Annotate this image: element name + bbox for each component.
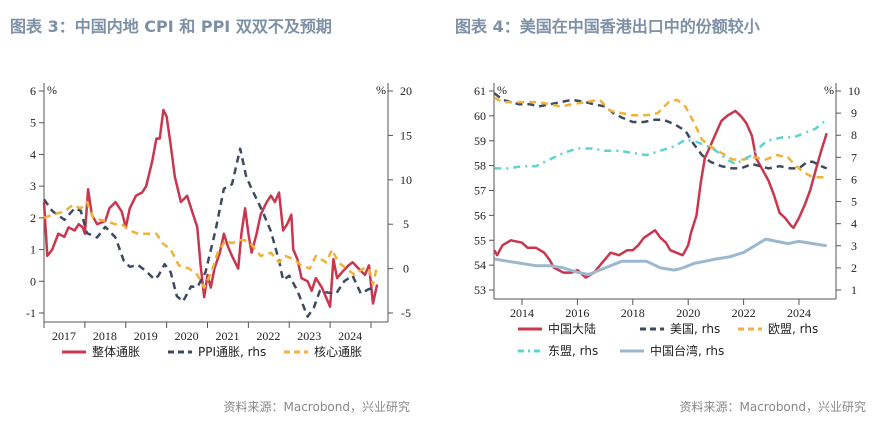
legend-label: 中国大陆 — [548, 321, 596, 336]
chart-title: 图表 4：美国在中国香港出口中的份额较小 — [455, 17, 760, 36]
y2-tick-label: 3 — [851, 239, 857, 253]
y2-tick-label: 4 — [851, 217, 857, 231]
x-tick-label: 2024 — [787, 306, 811, 320]
series-line-2 — [43, 200, 379, 289]
chart-2: 图表 4：美国在中国香港出口中的份额较小% %616059585756555453… — [455, 17, 866, 414]
x-tick-label: 2021 — [216, 329, 240, 343]
x-tick-label: 2022 — [732, 306, 756, 320]
y-tick-label: 55 — [474, 233, 486, 247]
y-tick-label: 6 — [30, 84, 36, 98]
x-tick-label: 2014 — [510, 306, 534, 320]
x-tick-label: 2023 — [297, 329, 321, 343]
chart-1: 图表 3：中国内地 CPI 和 PPI 双双不及预期% %6543210-1201… — [10, 17, 412, 414]
y2-tick-label: 8 — [851, 128, 857, 142]
y-tick-label: 54 — [474, 258, 486, 272]
source-note: 资料来源：Macrobond，兴业研究 — [680, 399, 867, 414]
x-tick-label: 2018 — [621, 306, 645, 320]
y-tick-label: 53 — [474, 283, 486, 297]
x-tick-label: 2022 — [256, 329, 280, 343]
y2-tick-label: 6 — [851, 172, 857, 186]
x-tick-label: 2017 — [52, 329, 76, 343]
y-tick-label: 56 — [474, 208, 486, 222]
y-tick-label: 57 — [474, 184, 486, 198]
x-tick-label: 2019 — [134, 329, 158, 343]
y-tick-label: 2 — [30, 211, 36, 225]
y-tick-label: 61 — [474, 84, 486, 98]
y2-tick-label: 5 — [851, 195, 857, 209]
y-tick-label: 60 — [474, 109, 486, 123]
chart-title: 图表 3：中国内地 CPI 和 PPI 双双不及预期 — [10, 17, 332, 36]
series-line-1 — [42, 147, 376, 318]
y2-tick-label: 1 — [851, 283, 857, 297]
x-tick-label: 2024 — [338, 329, 362, 343]
y2-tick-label: 0 — [403, 262, 409, 276]
legend-label: 欧盟, rhs — [768, 322, 818, 336]
series-line-1 — [493, 92, 828, 170]
y-tick-label: 3 — [30, 179, 36, 193]
y2-tick-label: 10 — [400, 173, 412, 187]
y2-tick-label: -5 — [401, 306, 411, 320]
series-line-4 — [494, 237, 827, 276]
y-tick-label: 5 — [30, 116, 36, 130]
y-tick-label: 58 — [474, 159, 486, 173]
series-line-0 — [42, 108, 379, 308]
y-tick-label: 59 — [474, 134, 486, 148]
x-tick-label: 2020 — [175, 329, 199, 343]
y2-tick-label: 7 — [851, 150, 857, 164]
legend-label: 核心通胀 — [314, 345, 362, 359]
y-tick-label: 1 — [30, 243, 36, 257]
legend-label: 整体通胀 — [92, 344, 140, 359]
right-unit: % — [376, 83, 386, 97]
legend-label: 美国, rhs — [670, 322, 720, 336]
legend-label: 东盟, rhs — [548, 344, 598, 358]
source-note: 资料来源：Macrobond，兴业研究 — [224, 399, 411, 414]
y2-tick-label: 15 — [400, 128, 412, 142]
left-unit: % — [497, 83, 507, 97]
y2-tick-label: 9 — [851, 106, 857, 120]
y2-tick-label: 5 — [403, 217, 409, 231]
y-tick-label: -1 — [26, 306, 36, 320]
y-tick-label: 4 — [30, 147, 36, 161]
y-tick-label: 0 — [30, 274, 36, 288]
left-unit: % — [47, 83, 57, 97]
series-line-3 — [494, 118, 828, 170]
series-line-0 — [493, 109, 828, 279]
legend-label: PPI通胀, rhs — [198, 345, 266, 359]
legend-label: 中国台湾, rhs — [650, 343, 724, 358]
x-tick-label: 2020 — [676, 306, 700, 320]
y2-tick-label: 2 — [851, 261, 857, 275]
right-unit: % — [824, 83, 834, 97]
x-tick-label: 2018 — [93, 329, 117, 343]
y2-tick-label: 20 — [400, 84, 412, 98]
x-tick-label: 2016 — [565, 306, 589, 320]
y2-tick-label: 10 — [848, 84, 860, 98]
